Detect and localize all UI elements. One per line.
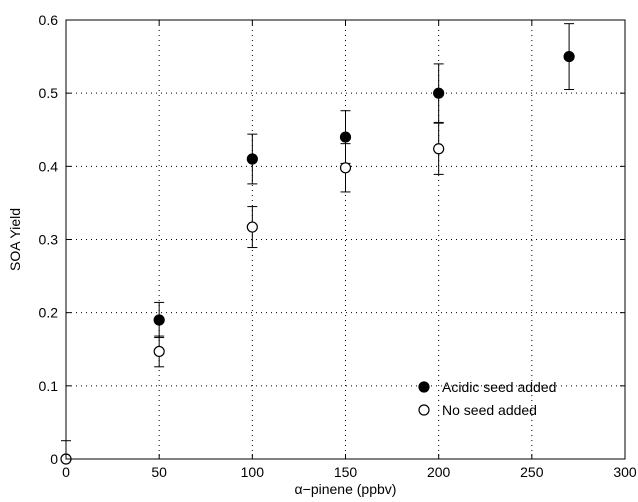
x-axis-label: α−pinene (ppbv) xyxy=(295,481,397,497)
data-point-acidic-seed xyxy=(246,153,258,165)
tick-labels: 0 50 100 150 200 250 300 0 0.1 0.2 0.3 0.4 0.5 0.6 xyxy=(39,12,637,480)
grid-lines xyxy=(66,20,625,459)
data-point-no-seed xyxy=(433,143,445,155)
axis-ticks xyxy=(65,19,626,460)
y-tick-label: 0.4 xyxy=(39,158,59,174)
x-tick-label: 250 xyxy=(520,464,544,480)
y-tick-label: 0.2 xyxy=(39,305,59,321)
y-tick-label: 0.6 xyxy=(39,12,59,28)
data-point-acidic-seed xyxy=(563,50,575,63)
legend-label-no-seed: No seed added xyxy=(442,402,537,418)
data-point-no-seed xyxy=(246,221,258,233)
y-tick-label: 0.1 xyxy=(39,378,59,394)
x-tick-label: 100 xyxy=(241,464,265,480)
data-point-acidic-seed xyxy=(339,131,352,143)
y-tick-label: 0 xyxy=(50,451,58,467)
x-tick-label: 50 xyxy=(151,464,167,480)
legend-marker-acidic-seed xyxy=(418,381,430,393)
data-point-no-seed xyxy=(153,345,165,358)
legend: Acidic seed added No seed added xyxy=(418,379,556,418)
x-tick-label: 150 xyxy=(334,464,358,480)
legend-marker-no-seed xyxy=(418,404,430,416)
legend-label-acidic-seed: Acidic seed added xyxy=(442,379,556,395)
y-tick-label: 0.5 xyxy=(39,85,59,101)
y-axis-label: SOA Yield xyxy=(7,208,23,271)
x-tick-label: 300 xyxy=(613,464,637,480)
y-tick-label: 0.3 xyxy=(39,232,59,248)
data-point-acidic-seed xyxy=(153,314,165,326)
data-point-acidic-seed xyxy=(433,87,445,99)
x-tick-label: 0 xyxy=(62,464,70,480)
data-point-no-seed xyxy=(339,162,352,174)
x-tick-label: 200 xyxy=(427,464,451,480)
